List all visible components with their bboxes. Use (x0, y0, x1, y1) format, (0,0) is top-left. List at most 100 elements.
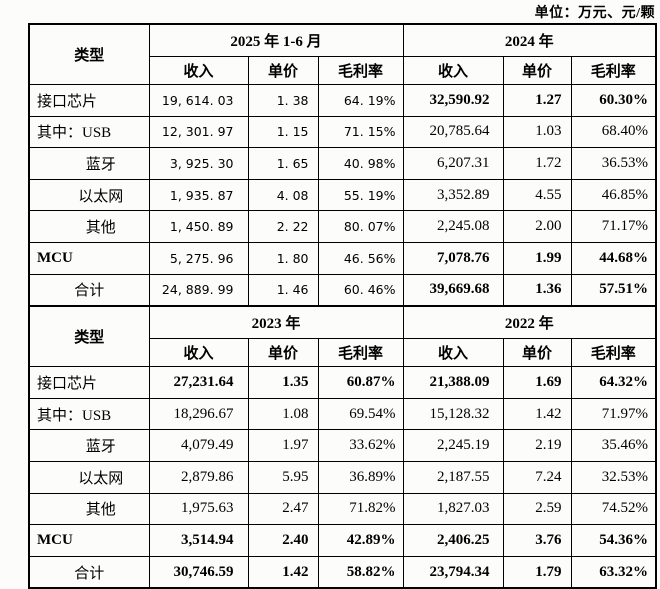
unit-price-cell: 2. 22 (247, 210, 319, 243)
gross-margin-cell: 71.97% (570, 397, 657, 431)
unit-price-cell: 2.40 (247, 524, 319, 557)
unit-price-cell: 1.03 (502, 115, 572, 149)
unit-price-cell: 2.59 (502, 492, 572, 526)
revenue-cell: 19, 614. 03 (148, 84, 249, 117)
revenue-cell: 2,406.25 (402, 524, 504, 557)
table-row: MCU 5, 275. 96 1. 80 46. 56% 7,078.76 1.99 44.… (28, 241, 657, 275)
unit-price-cell: 5.95 (247, 460, 319, 494)
unit-price-cell: 1.42 (247, 555, 319, 589)
revenue-cell: 39,669.68 (402, 273, 504, 307)
revenue-cell: 20,785.64 (402, 115, 504, 149)
unit-price-cell: 1. 65 (247, 147, 319, 180)
gross-margin-cell: 46.85% (570, 178, 657, 212)
revenue-cell: 30,746.59 (148, 555, 249, 589)
row-label-cell: 其他 (28, 210, 150, 243)
table-row: 其中：USB 18,296.67 1.08 69.54% 15,128.32 1.42 71… (28, 397, 657, 431)
unit-price-cell: 1.69 (502, 366, 572, 399)
gross-margin-cell: 33.62% (317, 429, 404, 462)
unit-price-cell: 4. 08 (247, 178, 319, 212)
unit-price-cell: 2.19 (502, 429, 572, 462)
gross-margin-cell: 71.82% (317, 492, 404, 526)
table-row: MCU 3,514.94 2.40 42.89% 2,406.25 3.76 54.36% (28, 524, 657, 557)
revenue-cell: 3,514.94 (148, 524, 249, 557)
gross-margin-cell: 46. 56% (317, 241, 404, 275)
row-label-cell: 合计 (28, 555, 150, 589)
unit-price-cell: 1.36 (502, 273, 572, 307)
revenue-cell: 5, 275. 96 (148, 241, 249, 275)
row-label-cell: 蓝牙 (28, 147, 150, 180)
gross-margin-cell: 74.52% (570, 492, 657, 526)
gross-margin-cell: 69.54% (317, 397, 404, 431)
metric-header-gross-margin: 毛利率 (317, 338, 404, 368)
unit-price-cell: 1. 15 (247, 115, 319, 149)
revenue-cell: 2,879.86 (148, 460, 249, 494)
table-row: 蓝牙 4,079.49 1.97 33.62% 2,245.19 2.19 35.46% (28, 429, 657, 462)
table-row: 合计 30,746.59 1.42 58.82% 23,794.34 1.79 63.32% (28, 555, 657, 589)
revenue-cell: 12, 301. 97 (148, 115, 249, 149)
gross-margin-cell: 36.89% (317, 460, 404, 494)
table-row: 以太网 2,879.86 5.95 36.89% 2,187.55 7.24 32.53% (28, 460, 657, 494)
unit-price-cell: 7.24 (502, 460, 572, 494)
gross-margin-cell: 55. 19% (317, 178, 404, 212)
gross-margin-cell: 64. 19% (317, 84, 404, 117)
row-label-cell: 合计 (28, 273, 150, 307)
revenue-cell: 7,078.76 (402, 241, 504, 275)
unit-price-cell: 2.47 (247, 492, 319, 526)
gross-margin-cell: 68.40% (570, 115, 657, 149)
unit-price-cell: 1.79 (502, 555, 572, 589)
gross-margin-cell: 58.82% (317, 555, 404, 589)
row-label-cell: 其中：USB (28, 115, 150, 149)
table-row: 其他 1,975.63 2.47 71.82% 1,827.03 2.59 74.52% (28, 492, 657, 526)
unit-price-cell: 4.55 (502, 178, 572, 212)
gross-margin-cell: 35.46% (570, 429, 657, 462)
unit-price-cell: 1.27 (502, 84, 572, 117)
type-header-cell: 类型 (28, 23, 150, 85)
unit-price-cell: 1.08 (247, 397, 319, 431)
metric-header-gross-margin: 毛利率 (317, 56, 404, 85)
row-label-cell: 其他 (28, 492, 150, 526)
gross-margin-cell: 60.30% (570, 84, 657, 117)
table-row: 其中：USB 12, 301. 97 1. 15 71. 15% 20,785.64 1.… (28, 115, 657, 149)
revenue-cell: 1, 450. 89 (148, 210, 249, 243)
gross-margin-cell: 60. 46% (317, 273, 404, 307)
gross-margin-cell: 63.32% (570, 555, 657, 589)
revenue-cell: 1,827.03 (402, 492, 504, 526)
revenue-cell: 2,245.08 (402, 210, 504, 243)
unit-price-cell: 1.72 (502, 147, 572, 180)
gross-margin-cell: 32.53% (570, 460, 657, 494)
table-row: 其他 1, 450. 89 2. 22 80. 07% 2,245.08 2.00 71.1… (28, 210, 657, 243)
unit-price-cell: 1. 80 (247, 241, 319, 275)
header-row-metrics: 收入 单价 毛利率 收入 单价 毛利率 (29, 56, 657, 85)
metric-header-revenue: 收入 (402, 56, 504, 85)
table-row: 以太网 1, 935. 87 4. 08 55. 19% 3,352.89 4.55 46.… (28, 178, 657, 212)
type-header-cell: 类型 (28, 305, 150, 368)
header-row-metrics: 收入 单价 毛利率 收入 单价 毛利率 (29, 338, 657, 368)
metric-header-unit-price: 单价 (502, 56, 572, 85)
table-row: 合计 24, 889. 99 1. 46 60. 46% 39,669.68 1.36 57… (28, 273, 657, 307)
metric-header-gross-margin: 毛利率 (570, 338, 657, 368)
table-row: 蓝牙 3, 925. 30 1. 65 40. 98% 6,207.31 1.72 36.5… (28, 147, 657, 180)
header-row-periods: 类型 2023 年 2022 年 (28, 305, 657, 368)
row-label-cell: 其中：USB (28, 397, 150, 431)
gross-margin-cell: 60.87% (317, 366, 404, 399)
revenue-cell: 2,187.55 (402, 460, 504, 494)
gross-margin-cell: 44.68% (570, 241, 657, 275)
period-header-cell: 2025 年 1-6 月 (148, 23, 404, 57)
revenue-cell: 18,296.67 (148, 397, 249, 431)
unit-price-cell: 2.00 (502, 210, 572, 243)
financial-table-2023-2022: 类型 2023 年 2022 年收入 单价 毛利率 收入 单价 毛利率 接口芯片 27,231.6… (28, 305, 657, 589)
period-header-cell: 2022 年 (402, 305, 657, 340)
gross-margin-cell: 80. 07% (317, 210, 404, 243)
revenue-cell: 23,794.34 (402, 555, 504, 589)
revenue-cell: 15,128.32 (402, 397, 504, 431)
unit-price-cell: 1.97 (247, 429, 319, 462)
gross-margin-cell: 36.53% (570, 147, 657, 180)
revenue-cell: 1, 935. 87 (148, 178, 249, 212)
period-header-cell: 2023 年 (148, 305, 404, 340)
metric-header-revenue: 收入 (148, 338, 249, 368)
revenue-cell: 3,352.89 (402, 178, 504, 212)
period-header-cell: 2024 年 (402, 23, 657, 57)
table-row: 接口芯片 27,231.64 1.35 60.87% 21,388.09 1.69 64.3… (28, 366, 657, 399)
metric-header-unit-price: 单价 (502, 338, 572, 368)
header-row-periods: 类型 2025 年 1-6 月 2024 年 (28, 23, 657, 85)
